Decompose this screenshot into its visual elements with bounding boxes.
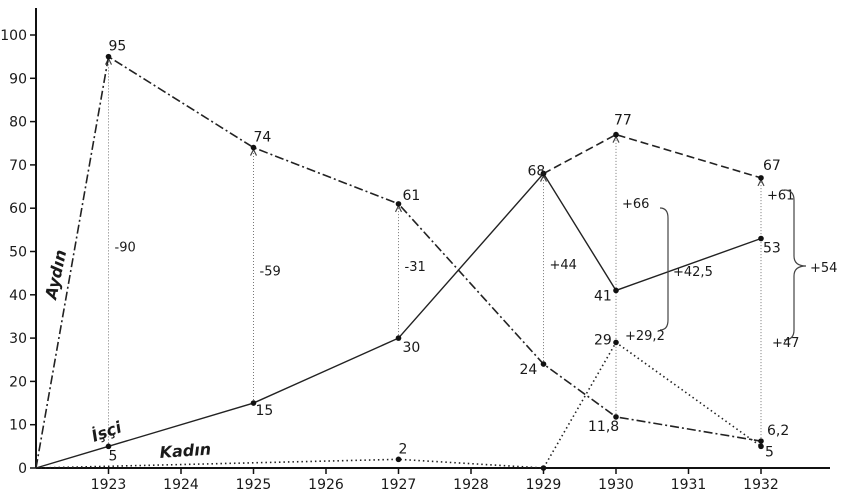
data-point (613, 339, 619, 346)
difference-label: -90 (115, 241, 136, 256)
data-point (395, 201, 402, 207)
data-label: 5 (765, 444, 774, 460)
annotation-brace (783, 189, 807, 341)
data-label: 95 (109, 39, 127, 55)
data-point (105, 443, 112, 450)
data-label: 68 (528, 164, 546, 180)
x-tick-label: 1925 (236, 477, 272, 493)
data-label: 5 (109, 448, 118, 464)
x-tick-label: 1923 (91, 477, 127, 493)
data-point (105, 53, 112, 60)
difference-label: +66 (622, 197, 649, 212)
series-line (543, 133, 762, 179)
y-tick-label: 70 (9, 158, 27, 174)
data-label: 29 (594, 332, 612, 348)
y-tick-label: 40 (9, 288, 27, 304)
data-point (395, 335, 402, 341)
y-tick-label: 30 (9, 331, 27, 347)
series-name-label: Kadın (159, 439, 212, 462)
series-line (35, 341, 762, 469)
data-point (395, 456, 402, 463)
x-tick-label: 1932 (743, 477, 779, 493)
y-tick-label: 10 (9, 418, 27, 434)
y-tick-label: 60 (9, 201, 27, 217)
data-label: 61 (403, 188, 421, 204)
y-tick-label: 80 (9, 115, 27, 131)
annotation-label: +42,5 (673, 265, 713, 280)
annotation-brace (659, 207, 669, 331)
x-tick-label: 1928 (453, 477, 489, 493)
y-tick-label: 90 (9, 71, 27, 87)
x-tick-label: 1927 (381, 477, 417, 493)
y-tick-label: 100 (0, 28, 27, 44)
data-label: 2 (399, 441, 408, 457)
data-point (758, 443, 764, 450)
annotation-label: +29,2 (625, 329, 665, 344)
difference-label: +44 (550, 258, 577, 273)
data-label: 41 (594, 288, 612, 304)
data-label: 11,8 (588, 419, 619, 435)
annotation-label: +54 (810, 261, 837, 276)
data-point (540, 465, 547, 471)
data-point (613, 414, 619, 420)
difference-label: -31 (405, 260, 426, 275)
data-label: 74 (254, 130, 272, 146)
data-point (250, 144, 257, 151)
data-label: 6,2 (767, 423, 789, 439)
y-tick-label: 50 (9, 245, 27, 261)
data-point (758, 438, 764, 444)
x-tick-label: 1924 (163, 477, 199, 493)
difference-label: -59 (260, 264, 281, 279)
data-point (540, 170, 547, 177)
x-tick-label: 1926 (308, 477, 344, 493)
data-point (250, 400, 257, 406)
data-label: 77 (614, 113, 632, 129)
data-label: 24 (520, 362, 538, 378)
difference-arrowhead (249, 148, 258, 156)
y-tick-label: 20 (9, 374, 27, 390)
x-tick-label: 1930 (598, 477, 634, 493)
series-name-label: İşçi (89, 417, 125, 445)
data-point (758, 235, 764, 242)
data-label: 67 (763, 158, 781, 174)
data-point (613, 131, 619, 138)
data-label: 53 (763, 241, 781, 257)
data-point (540, 361, 547, 367)
difference-arrowhead (612, 135, 620, 143)
annotation-label: +47 (772, 336, 799, 351)
y-tick-label: 0 (18, 461, 27, 477)
x-tick-label: 1929 (526, 477, 562, 493)
data-label: 30 (403, 340, 421, 356)
data-point (613, 287, 619, 294)
x-tick-label: 1931 (671, 477, 707, 493)
difference-label: +61 (767, 189, 794, 204)
data-label: 15 (256, 403, 274, 419)
data-point (758, 175, 764, 181)
